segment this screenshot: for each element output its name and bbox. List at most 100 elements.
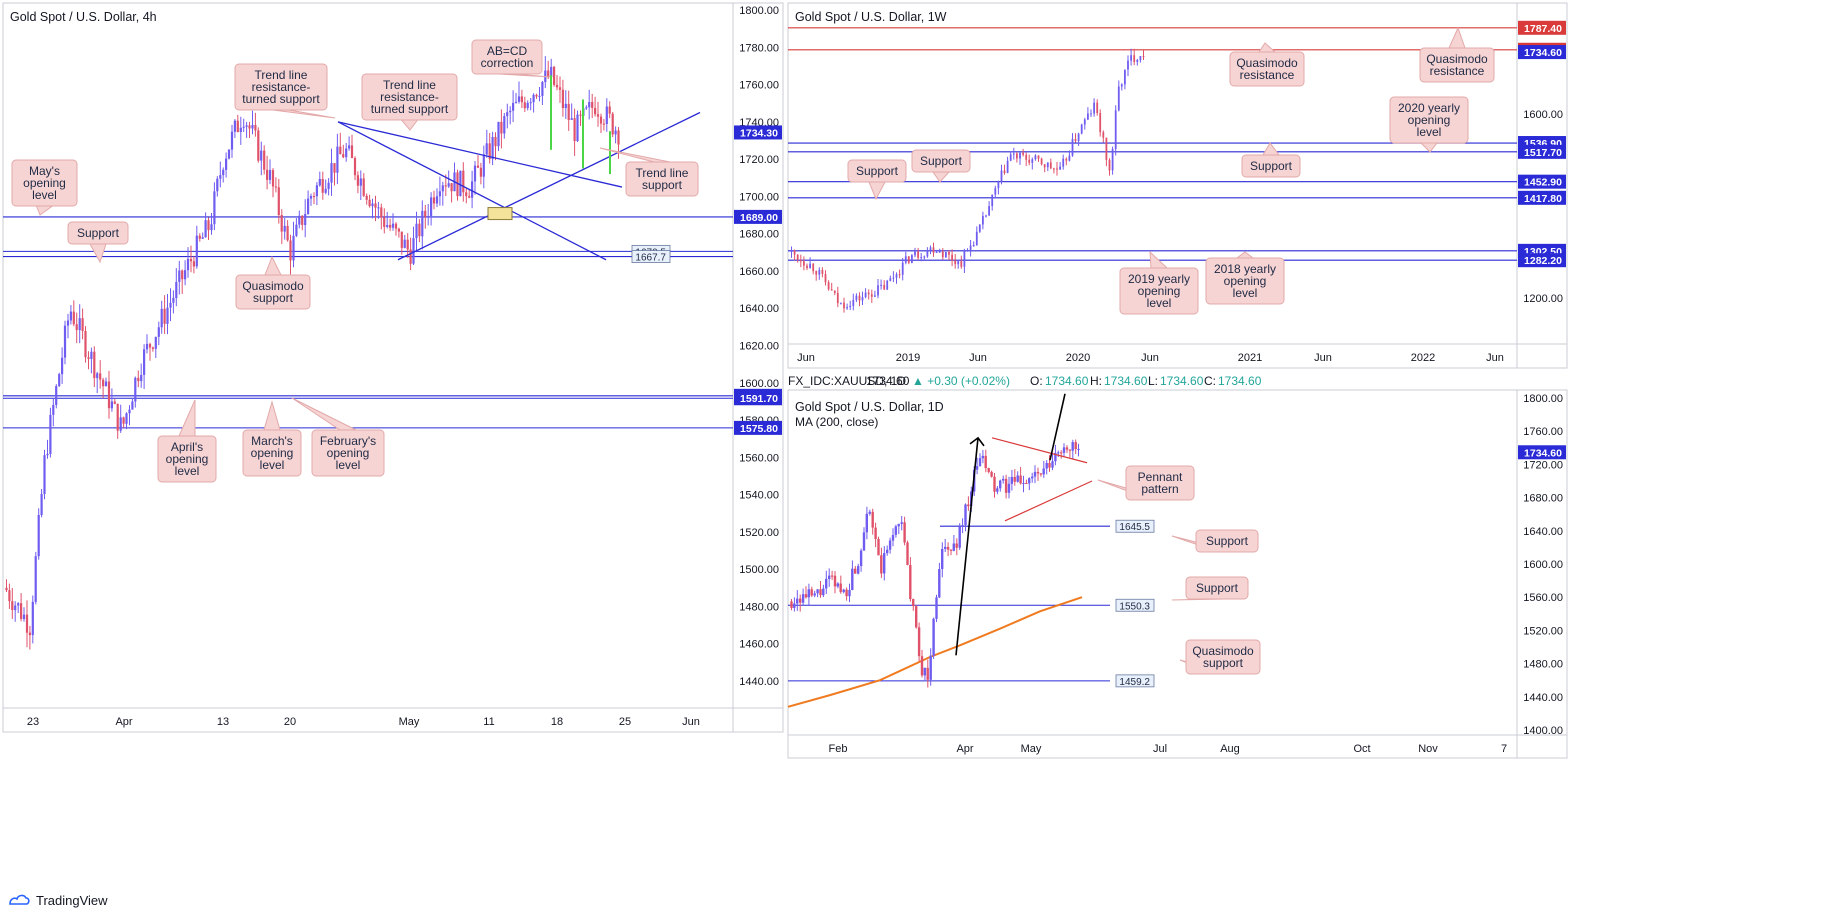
d1-last-price-tag: [1518, 445, 1566, 460]
w1-candle-body: [985, 215, 987, 217]
d1-candle-body: [828, 575, 831, 579]
w1-candle-body: [920, 257, 923, 259]
h4-candle-body: [280, 215, 283, 232]
h4-candle-body: [547, 70, 550, 77]
d1-y-tick-label: 1400.00: [1523, 725, 1563, 737]
h4-candle-body: [5, 587, 8, 591]
w1-x-tick-label: Jun: [1141, 352, 1159, 364]
w1-callout-2019-text: level: [1147, 296, 1172, 310]
h4-candle-body: [172, 297, 175, 303]
w1-candle-body: [1019, 152, 1021, 159]
d1-candle-body: [999, 480, 1002, 489]
h4-candle-body: [169, 302, 172, 308]
h4-x-tick-label: Jun: [682, 716, 700, 728]
w1-candle-body: [846, 307, 848, 309]
w1-callout-quasimodo-2-text: Quasimodo: [1426, 52, 1488, 66]
w1-candle-body: [830, 289, 833, 291]
h4-candle-body: [602, 123, 605, 125]
h4-candle-body: [409, 249, 412, 264]
h4-candle-body: [17, 603, 20, 606]
d1-high: 1734.60: [1104, 374, 1148, 388]
w1-candle-body: [1142, 56, 1145, 58]
w1-candle-body: [954, 260, 957, 265]
w1-callout-quasimodo-2-text: resistance: [1430, 64, 1485, 78]
h4-candle-body: [617, 130, 620, 145]
h4-callout-support-box: [67, 221, 129, 245]
h4-candle-body: [195, 235, 198, 267]
h4-y-tick-label: 1680.00: [739, 229, 779, 241]
w1-price-tag-label: 1517.70: [1524, 147, 1562, 159]
w1-candle-body: [833, 290, 836, 293]
h4-candle-body: [181, 270, 184, 280]
w1-candle-body: [1114, 110, 1117, 149]
w1-callout-2019-text: opening: [1138, 284, 1181, 298]
h4-candle-body: [233, 120, 236, 132]
h4-y-tick-label: 1800.00: [739, 5, 779, 17]
d1-candle-body: [845, 589, 848, 597]
d1-candle-body: [1031, 476, 1034, 479]
w1-price-tag: [1518, 144, 1566, 159]
d1-candle-body: [1065, 447, 1069, 450]
d1-candle-body: [1039, 473, 1043, 475]
w1-candle-body: [1130, 55, 1132, 61]
h4-callout-trendline-2-box: [361, 73, 458, 121]
w1-x-tick-label: 2022: [1411, 352, 1435, 364]
h4-candle-body: [506, 112, 509, 117]
d1-candle-body: [819, 589, 822, 596]
h4-candle-body: [96, 373, 99, 379]
h4-candle-body: [383, 217, 386, 227]
h4-y-tick-label: 1480.00: [739, 601, 779, 613]
d1-callout-pennant-text: pattern: [1141, 482, 1178, 496]
d1-candle-body: [1048, 463, 1051, 468]
h4-candle-body: [553, 66, 556, 85]
h4-candle-body: [397, 228, 400, 232]
d1-candle-body: [862, 532, 866, 551]
h4-x-tick-label: May: [399, 716, 420, 728]
w1-price-tag: [1518, 253, 1566, 268]
h4-candle-body: [55, 386, 58, 405]
w1-candle-body: [1139, 56, 1142, 60]
w1-candle-body: [911, 255, 913, 263]
h4-candle-body: [125, 413, 128, 424]
d1-candle-body: [952, 543, 955, 551]
h4-candle-body: [532, 94, 535, 103]
h4-candle-body: [517, 96, 521, 102]
d1-candle-body: [1019, 475, 1022, 484]
h4-callout-april-text: April's: [171, 440, 203, 454]
d1-candle-body: [859, 550, 863, 566]
h4-candle-body: [242, 126, 245, 128]
d1-candle-body: [993, 476, 996, 492]
w1-callout-2020-text: 2020 yearly: [1398, 101, 1460, 115]
d1-candle-body: [897, 523, 900, 527]
w1-candle-body: [806, 265, 808, 269]
w1-callout-quasimodo-1-text: Quasimodo: [1236, 56, 1298, 70]
w1-candle-body: [948, 252, 950, 255]
tradingview-logo-icon: [9, 894, 30, 905]
h4-candle-body: [447, 183, 450, 187]
d1-y-tick-label: 1720.00: [1523, 459, 1563, 471]
h4-candle-body: [374, 203, 377, 208]
h4-candle-body: [432, 197, 436, 204]
d1-candle-body: [854, 568, 857, 574]
w1-candle-body: [923, 256, 926, 258]
d1-y-tick-label: 1640.00: [1523, 526, 1563, 538]
w1-candle-body: [1093, 102, 1095, 114]
h4-candle-body: [365, 195, 368, 200]
h4-candle-body: [204, 220, 207, 238]
w1-price-tag: [1518, 174, 1566, 189]
h4-candle-body: [260, 150, 263, 161]
h4-candle-body: [43, 455, 46, 494]
d1-candle-body: [978, 458, 982, 467]
h4-candle-body: [459, 170, 462, 197]
w1-candle-body: [1059, 166, 1061, 170]
w1-candle-body: [836, 292, 839, 304]
h4-callout-support-text: Support: [77, 226, 120, 240]
h4-candle-body: [69, 311, 72, 321]
d1-candle-body: [984, 455, 987, 469]
h4-candle-body: [140, 374, 143, 381]
h4-candle-body: [131, 401, 134, 410]
h4-candle-body: [213, 191, 216, 225]
w1-candle-body: [821, 269, 824, 274]
h4-candle-body: [254, 125, 257, 131]
